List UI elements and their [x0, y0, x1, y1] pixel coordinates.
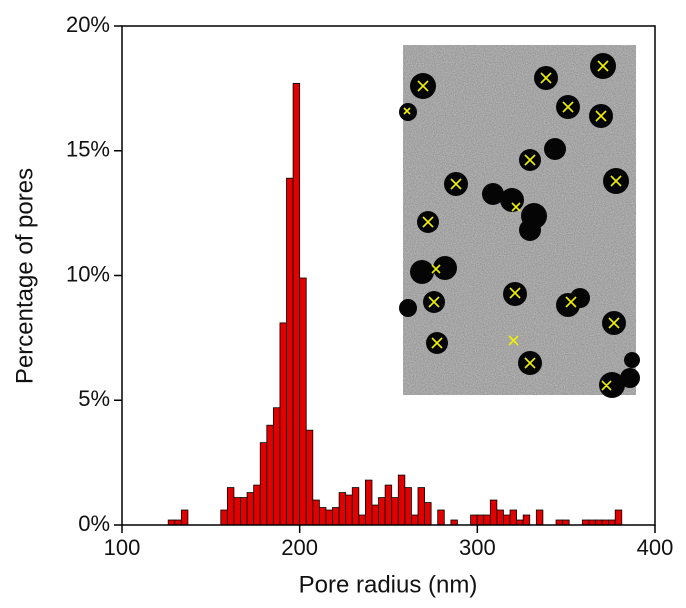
x-tick-label: 400 — [637, 535, 674, 560]
bar — [378, 497, 386, 526]
bar — [483, 514, 491, 526]
bar — [371, 504, 379, 526]
bar — [345, 494, 353, 526]
bar — [470, 514, 478, 526]
bar — [489, 499, 498, 526]
bar — [358, 514, 366, 526]
x-tick-label: 200 — [281, 535, 318, 560]
bar — [614, 509, 623, 526]
bar — [292, 82, 301, 526]
bar — [312, 499, 320, 526]
bar — [437, 509, 445, 526]
bar — [246, 492, 255, 526]
bar — [535, 509, 544, 526]
bar — [272, 407, 281, 526]
bar — [404, 487, 412, 526]
bar — [286, 177, 294, 526]
bar — [180, 509, 189, 526]
bar — [503, 514, 511, 526]
bar — [397, 474, 406, 526]
bar — [305, 429, 314, 526]
bar — [522, 514, 531, 526]
bar — [325, 509, 333, 526]
y-tick-label: 15% — [66, 137, 110, 162]
bar — [496, 509, 504, 526]
bar — [332, 507, 340, 526]
x-axis-title: Pore radius (nm) — [299, 571, 478, 598]
bar — [351, 487, 360, 526]
y-tick-label: 10% — [66, 261, 110, 286]
bar — [240, 497, 248, 526]
bar — [509, 509, 517, 526]
bar — [417, 487, 425, 526]
bar — [259, 442, 268, 526]
bar — [299, 277, 307, 526]
y-tick-label: 5% — [78, 386, 110, 411]
bar — [318, 507, 327, 526]
bar — [424, 502, 432, 526]
bar — [411, 514, 419, 526]
y-axis-title: Percentage of pores — [11, 168, 38, 384]
bar — [365, 479, 373, 526]
x-tick-label: 300 — [459, 535, 496, 560]
bar — [226, 487, 235, 526]
bar — [391, 497, 399, 526]
x-tick-label: 100 — [104, 535, 141, 560]
bar — [266, 424, 274, 526]
bar — [384, 484, 393, 526]
bar — [279, 322, 287, 526]
y-tick-label: 20% — [66, 12, 110, 37]
bars — [167, 82, 623, 526]
bar — [220, 509, 228, 526]
bar — [253, 484, 261, 526]
bar — [233, 497, 241, 526]
inset-micrograph — [399, 45, 640, 398]
bar — [476, 514, 485, 526]
y-tick-label: 0% — [78, 511, 110, 536]
bar — [338, 492, 347, 526]
